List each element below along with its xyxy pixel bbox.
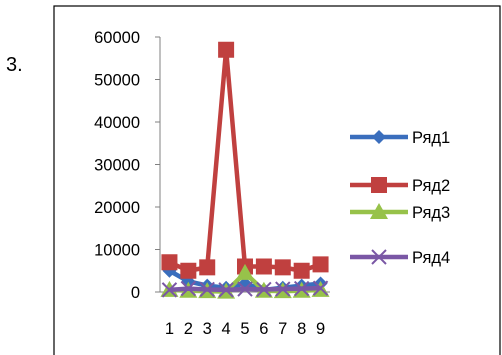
data-point: [293, 262, 310, 279]
legend-item: Ряд2: [350, 177, 450, 195]
y-tick-label: 60000: [94, 29, 140, 47]
legend-label: Ряд1: [412, 129, 450, 147]
data-point: [199, 281, 215, 298]
data-point: [218, 282, 234, 298]
series-layer: [160, 41, 330, 299]
series-line: [168, 47, 322, 273]
data-point: [256, 281, 272, 298]
y-tick-label: 10000: [94, 242, 140, 260]
x-tick-label: 7: [278, 320, 287, 338]
data-point: [312, 256, 329, 273]
series-2: [161, 41, 329, 279]
chart-border: [53, 5, 501, 355]
data-point: [218, 41, 235, 58]
data-point: [255, 258, 272, 275]
legend-label: Ряд3: [412, 204, 450, 222]
data-point: [180, 262, 197, 279]
x-tick-label: 4: [222, 320, 231, 338]
legend-marker: [371, 177, 387, 193]
x-tick-label: 1: [165, 320, 174, 338]
y-axis-ticks: 0 10000 20000 30000 40000 50000 60000: [94, 29, 160, 302]
item-number: 3.: [6, 54, 23, 76]
y-tick-label: 20000: [94, 199, 140, 217]
legend-item: Ряд3: [350, 203, 450, 222]
data-point: [275, 281, 291, 297]
legend-label: Ряд4: [412, 249, 450, 267]
legend-marker: [372, 130, 386, 144]
legend-item: Ряд1: [350, 129, 450, 147]
x-tick-label: 6: [259, 320, 268, 338]
y-tick-label: 30000: [94, 157, 140, 175]
x-tick-label: 5: [240, 320, 249, 338]
legend-marker: [371, 249, 387, 265]
legend-marker: [370, 203, 388, 219]
y-tick-label: 0: [131, 284, 140, 302]
x-tick-label: 3: [203, 320, 212, 338]
data-point: [161, 282, 178, 298]
x-tick-label: 8: [297, 320, 306, 338]
data-point: [274, 259, 291, 276]
data-point: [161, 254, 178, 271]
x-tick-label: 9: [316, 320, 325, 338]
data-point: [293, 280, 310, 297]
data-point: [180, 280, 197, 297]
data-point: [237, 281, 253, 297]
y-tick-label: 50000: [94, 72, 140, 90]
data-point: [199, 259, 216, 276]
legend-label: Ряд2: [412, 177, 450, 195]
data-point: [312, 280, 329, 296]
x-tick-label: 2: [184, 320, 193, 338]
y-tick-label: 40000: [94, 114, 140, 132]
series-4: [161, 280, 329, 298]
data-point: [236, 263, 254, 280]
legend-item: Ряд4: [350, 249, 450, 267]
legend: Ряд1 Ряд2 Ряд3 Ряд4: [350, 129, 450, 267]
